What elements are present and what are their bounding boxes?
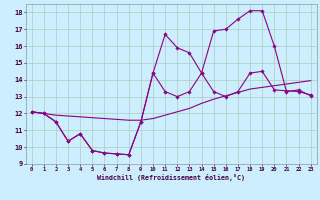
X-axis label: Windchill (Refroidissement éolien,°C): Windchill (Refroidissement éolien,°C) [97,174,245,181]
